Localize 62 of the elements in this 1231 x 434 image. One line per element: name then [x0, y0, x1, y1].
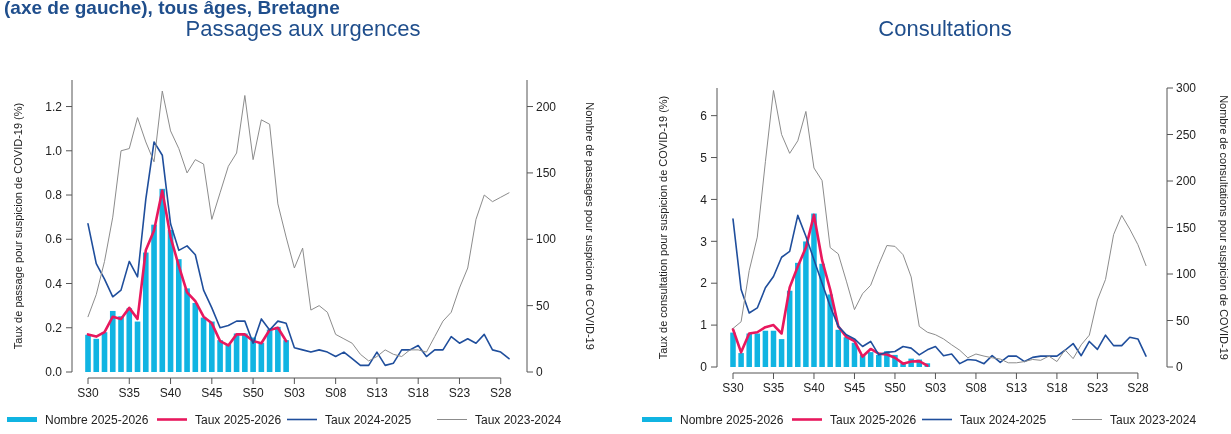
y-axis-title: Taux de consultation pour suspicion de COVID-19 (%)	[657, 95, 669, 360]
y2-tick-label: 0	[536, 365, 543, 380]
x-tick-label: S18	[1046, 381, 1068, 395]
y2-tick-label: 0	[1176, 360, 1183, 375]
x-tick-label: S08	[324, 386, 347, 400]
chart-title: Consultations	[878, 16, 1012, 41]
y2-tick-label: 200	[536, 99, 557, 114]
y-tick-label: 4	[700, 192, 708, 207]
y-tick-label: 3	[700, 234, 708, 249]
y-tick-label: 1	[700, 318, 708, 333]
legend-label: Taux 2025-2026	[830, 413, 917, 427]
x-tick-label: S35	[762, 381, 785, 395]
y2-tick-label: 150	[536, 166, 557, 181]
x-tick-label: S50	[242, 386, 265, 400]
y-tick-label: 0.4	[45, 276, 63, 291]
x-tick-label: S03	[283, 386, 306, 400]
x-tick-label: S08	[965, 381, 987, 395]
y-axis-title: Taux de passage pour suspicion de COVID-19 (%)	[12, 102, 24, 350]
y-tick-label: 1.0	[45, 143, 63, 158]
x-tick-label: S13	[366, 386, 388, 400]
y2-tick-label: 100	[536, 232, 557, 247]
y2-axis-title: Nombre de consultations pour suspicion de COVID-19	[1218, 95, 1230, 360]
legend-label: Nombre 2025-2026	[680, 413, 784, 427]
legend-label: Taux 2023-2024	[475, 413, 562, 427]
x-tick-label: S30	[77, 386, 99, 400]
x-tick-label: S40	[159, 386, 182, 400]
y2-axis-title: Nombre de passages pour suspicion de COVID-19	[584, 102, 596, 350]
legend-label: Taux 2023-2024	[1110, 413, 1197, 427]
x-tick-label: S45	[843, 381, 866, 395]
x-tick-label: S28	[490, 386, 512, 400]
x-tick-label: S35	[118, 386, 141, 400]
x-tick-label: S28	[1127, 381, 1149, 395]
y-tick-label: 0.6	[45, 232, 63, 247]
y-tick-label: 2	[700, 276, 708, 291]
y2-tick-label: 200	[1176, 174, 1197, 189]
chart-subtitle: (axe de gauche), tous âges, Bretagne	[4, 0, 340, 18]
y-tick-label: 0.8	[45, 188, 63, 203]
y2-tick-label: 150	[1176, 220, 1197, 235]
y2-tick-label: 300	[1176, 81, 1197, 96]
legend-label: Taux 2024-2025	[325, 413, 412, 427]
y-tick-label: 0	[700, 360, 708, 375]
x-tick-label: S13	[1005, 381, 1028, 395]
legend-label: Taux 2025-2026	[195, 413, 282, 427]
y-tick-label: 5	[700, 150, 708, 165]
x-tick-label: S30	[722, 381, 744, 395]
legend-label: Taux 2024-2025	[960, 413, 1047, 427]
y-tick-label: 6	[700, 108, 708, 123]
y2-tick-label: 50	[1176, 313, 1190, 328]
legend-label: Nombre 2025-2026	[45, 413, 149, 427]
x-tick-label: S23	[448, 386, 471, 400]
y-tick-label: 0.0	[45, 365, 63, 380]
x-tick-label: S45	[201, 386, 223, 400]
y2-tick-label: 50	[536, 298, 550, 313]
x-tick-label: S23	[1086, 381, 1109, 395]
y2-tick-label: 250	[1176, 127, 1197, 142]
y-tick-label: 1.2	[45, 99, 63, 114]
y-tick-label: 0.2	[45, 320, 63, 335]
x-tick-label: S40	[803, 381, 825, 395]
x-tick-label: S18	[407, 386, 430, 400]
x-tick-label: S50	[884, 381, 906, 395]
x-tick-label: S03	[924, 381, 947, 395]
y2-tick-label: 100	[1176, 267, 1197, 282]
